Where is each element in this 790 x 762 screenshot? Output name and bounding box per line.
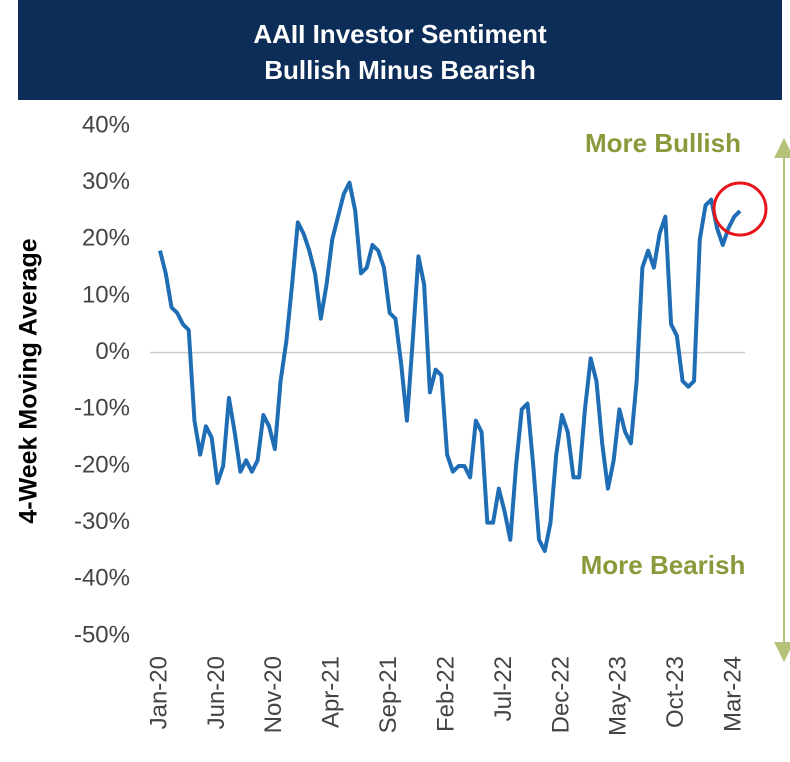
x-tick-label: Jan-20 <box>145 656 172 729</box>
x-tick-label: Apr-21 <box>318 656 345 728</box>
x-tick-label: Mar-24 <box>720 656 747 732</box>
x-tick-label: Feb-22 <box>432 656 459 732</box>
x-tick-label: Dec-22 <box>547 656 574 733</box>
highlight-circle <box>712 181 768 237</box>
y-tick-label: -50% <box>74 621 130 648</box>
y-axis-label: 4-Week Moving Average <box>15 238 43 523</box>
annotation: More Bearish <box>581 550 746 580</box>
x-tick-label: Sep-21 <box>375 656 402 733</box>
x-tick-label: May-23 <box>605 656 632 736</box>
y-tick-label: 20% <box>82 225 130 252</box>
x-tick-label: Jun-20 <box>203 656 230 729</box>
annotation: More Bullish <box>585 128 741 158</box>
chart-title: AAII Investor Sentiment <box>253 19 547 49</box>
x-tick-label: Jul-22 <box>490 656 517 721</box>
x-tick-label: Oct-23 <box>662 656 689 728</box>
y-tick-label: -30% <box>74 508 130 535</box>
y-tick-label: -40% <box>74 565 130 592</box>
y-tick-label: 10% <box>82 281 130 308</box>
chart-subtitle: Bullish Minus Bearish <box>264 55 536 85</box>
y-tick-label: 0% <box>95 338 130 365</box>
x-tick-label: Nov-20 <box>260 656 287 733</box>
series-line <box>158 180 742 553</box>
y-tick-label: -20% <box>74 451 130 478</box>
y-tick-label: -10% <box>74 395 130 422</box>
y-tick-label: 40% <box>82 111 130 138</box>
title-box <box>18 0 782 100</box>
y-tick-label: 30% <box>82 168 130 195</box>
